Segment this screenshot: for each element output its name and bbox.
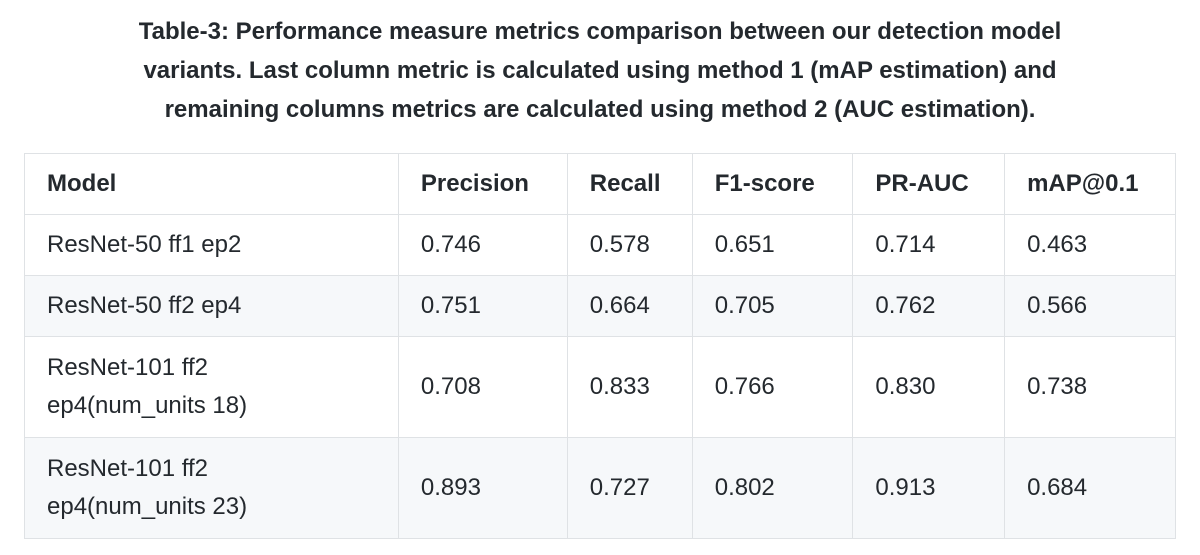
- cell-recall: 0.578: [566, 214, 693, 276]
- header-f1-score: F1-score: [691, 153, 854, 215]
- table-row: ResNet-50 ff1 ep2 0.746 0.578 0.651 0.71…: [24, 214, 1176, 276]
- cell-recall: 0.664: [566, 275, 693, 337]
- table-row: ResNet-50 ff2 ep4 0.751 0.664 0.705 0.76…: [24, 275, 1176, 337]
- table-row: ResNet-101 ff2 ep4(num_units 23) 0.893 0…: [24, 437, 1176, 539]
- table-header-row: Model Precision Recall F1-score PR-AUC m…: [24, 153, 1176, 215]
- cell-recall: 0.833: [566, 336, 693, 438]
- caption-line: Table-3: Performance measure metrics com…: [138, 18, 1062, 45]
- cell-map: 0.684: [1004, 437, 1176, 539]
- cell-pr-auc: 0.913: [852, 437, 1006, 539]
- cell-model: ResNet-101 ff2 ep4(num_units 23): [24, 437, 399, 539]
- cell-map: 0.463: [1004, 214, 1176, 276]
- caption-line: variants. Last column metric is calculat…: [143, 57, 1057, 84]
- cell-model: ResNet-50 ff1 ep2: [24, 214, 399, 276]
- header-map: mAP@0.1: [1004, 153, 1176, 215]
- metrics-table: Model Precision Recall F1-score PR-AUC m…: [24, 153, 1176, 539]
- header-model: Model: [24, 153, 399, 215]
- cell-pr-auc: 0.714: [852, 214, 1006, 276]
- caption-line: remaining columns metrics are calculated…: [164, 96, 1036, 123]
- cell-f1-score: 0.766: [691, 336, 854, 438]
- table-row: ResNet-101 ff2 ep4(num_units 18) 0.708 0…: [24, 336, 1176, 438]
- model-name-line-2: ep4(num_units 18): [47, 392, 248, 419]
- model-name: ResNet-50 ff1 ep2: [47, 231, 242, 258]
- cell-pr-auc: 0.762: [852, 275, 1006, 337]
- cell-precision: 0.708: [397, 336, 568, 438]
- cell-precision: 0.893: [397, 437, 568, 539]
- model-name-line-1: ResNet-101 ff2: [47, 354, 208, 381]
- cell-map: 0.738: [1004, 336, 1176, 438]
- cell-model: ResNet-50 ff2 ep4: [24, 275, 399, 337]
- header-pr-auc: PR-AUC: [852, 153, 1006, 215]
- cell-f1-score: 0.705: [691, 275, 854, 337]
- cell-f1-score: 0.802: [691, 437, 854, 539]
- model-name-line-2: ep4(num_units 23): [47, 493, 248, 520]
- cell-precision: 0.746: [397, 214, 568, 276]
- cell-precision: 0.751: [397, 275, 568, 337]
- model-name: ResNet-50 ff2 ep4: [47, 292, 242, 319]
- model-name-line-1: ResNet-101 ff2: [47, 455, 208, 482]
- cell-map: 0.566: [1004, 275, 1176, 337]
- header-recall: Recall: [566, 153, 693, 215]
- cell-f1-score: 0.651: [691, 214, 854, 276]
- header-precision: Precision: [397, 153, 568, 215]
- cell-model: ResNet-101 ff2 ep4(num_units 18): [24, 336, 399, 438]
- cell-pr-auc: 0.830: [852, 336, 1006, 438]
- cell-recall: 0.727: [566, 437, 693, 539]
- table-caption: Table-3: Performance measure metrics com…: [40, 12, 1160, 129]
